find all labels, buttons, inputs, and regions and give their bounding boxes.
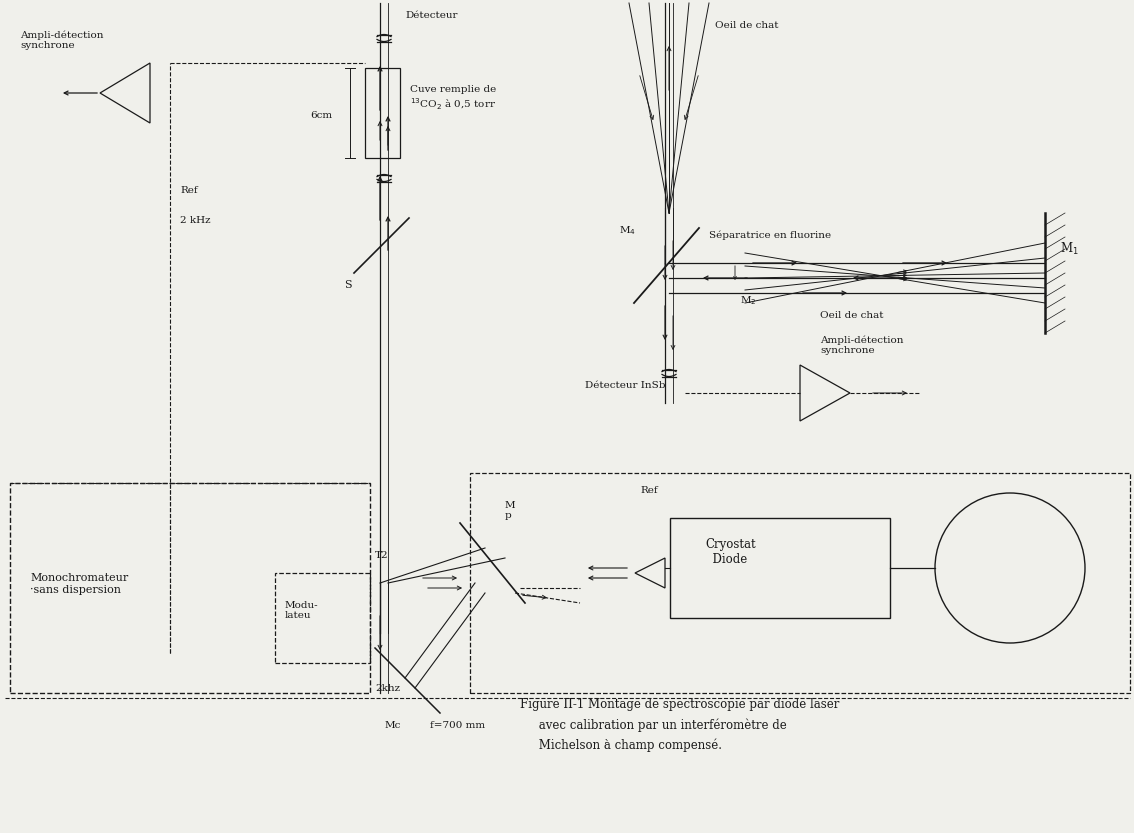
Bar [365,68,400,158]
Bar [10,483,370,693]
Text: Oeil de chat: Oeil de chat [820,311,883,320]
Text: M
p: M p [505,501,516,520]
Text: Mc: Mc [386,721,401,730]
Bar [670,518,890,618]
Text: M$_4$: M$_4$ [619,224,636,237]
Text: Ampli-détection
synchrone: Ampli-détection synchrone [820,335,904,355]
Text: 2 kHz: 2 kHz [180,216,211,225]
Text: Modu-
lateu: Modu- lateu [285,601,319,620]
Text: Détecteur InSb: Détecteur InSb [585,381,666,390]
Text: M$_2$: M$_2$ [741,294,756,307]
Text: Oeil de chat: Oeil de chat [716,21,779,30]
Text: Ref: Ref [640,486,658,495]
Bar [276,573,370,663]
Text: S: S [344,280,352,290]
Text: Ampli-détection
synchrone: Ampli-détection synchrone [20,30,103,50]
Text: 2khz: 2khz [375,684,400,693]
Text: Détecteur: Détecteur [405,11,457,20]
Bar [469,473,1129,693]
Text: Séparatrice en fluorine: Séparatrice en fluorine [709,231,831,240]
Text: f=700 mm: f=700 mm [430,721,485,730]
Text: Monochromateur
·sans dispersion: Monochromateur ·sans dispersion [29,573,128,595]
Text: Michelson à champ compensé.: Michelson à champ compensé. [521,738,722,751]
Text: 6cm: 6cm [310,111,332,120]
Text: M$_1$: M$_1$ [1060,241,1078,257]
Text: Cryostat
  Diode: Cryostat Diode [705,538,755,566]
Text: Figure II-1 Montage de spectroscopie par diode laser: Figure II-1 Montage de spectroscopie par… [521,698,839,711]
Text: Ref: Ref [180,186,197,195]
Text: T2: T2 [375,551,389,560]
Text: avec calibration par un interféromètre de: avec calibration par un interféromètre d… [521,718,787,731]
Text: Cuve remplie de
$^{13}$CO$_2$ à 0,5 torr: Cuve remplie de $^{13}$CO$_2$ à 0,5 torr [411,85,497,112]
